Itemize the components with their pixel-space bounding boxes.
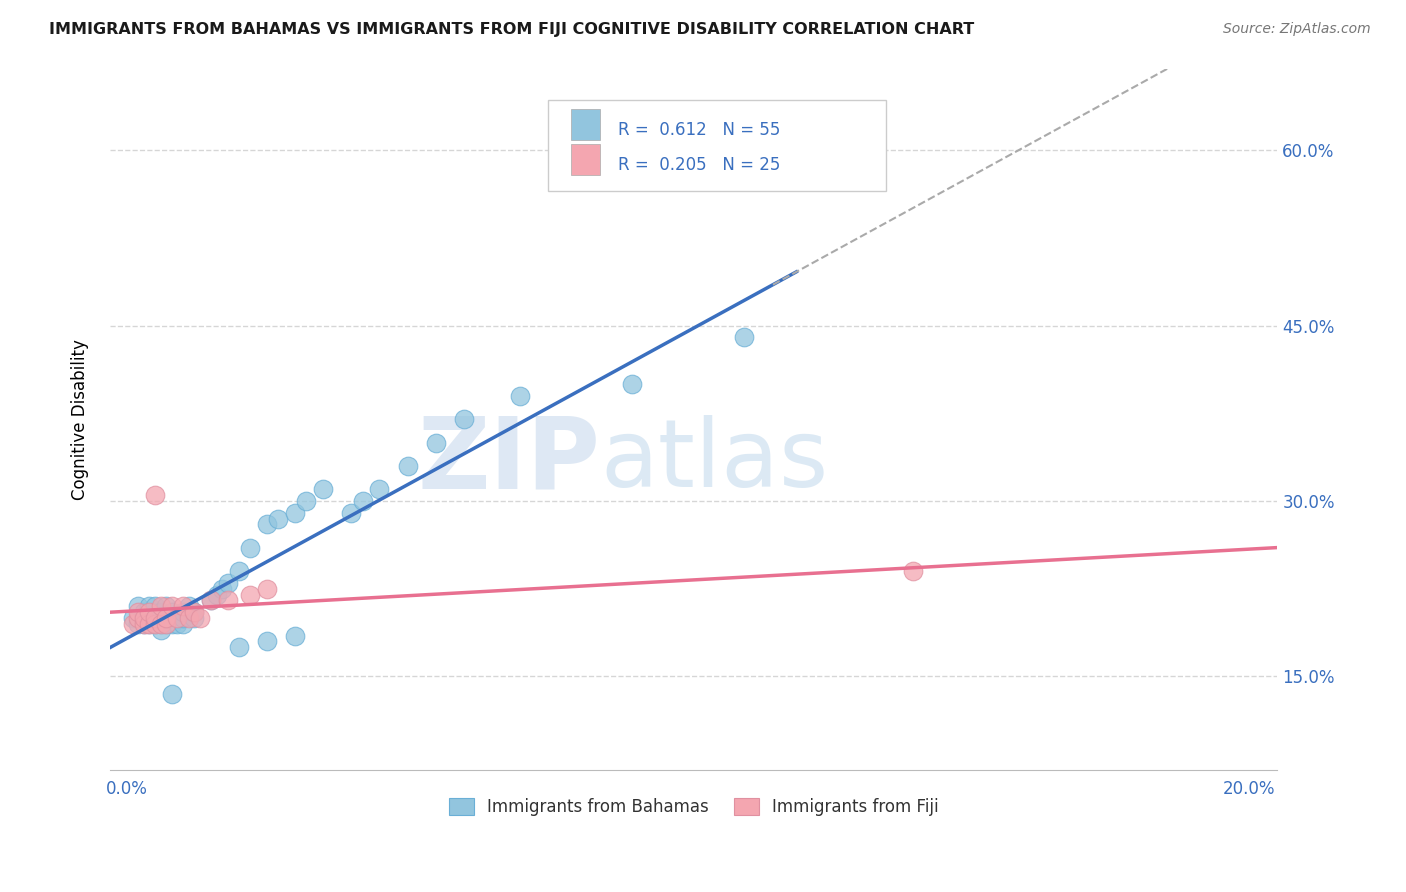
Point [172, 605, 194, 619]
Point [228, 640, 250, 655]
Point [267, 511, 290, 525]
Point [621, 377, 644, 392]
Point [166, 611, 188, 625]
Point [312, 483, 335, 497]
Point [166, 611, 188, 625]
Point [340, 506, 363, 520]
Point [183, 605, 205, 619]
Point [228, 564, 250, 578]
Point [453, 412, 475, 426]
Point [155, 616, 177, 631]
Point [166, 616, 188, 631]
Point [132, 616, 155, 631]
Point [256, 634, 278, 648]
Point [138, 616, 160, 631]
Text: R =  0.612   N = 55: R = 0.612 N = 55 [617, 121, 780, 139]
Point [256, 517, 278, 532]
Point [127, 611, 149, 625]
Point [172, 611, 194, 625]
Point [284, 628, 307, 642]
Text: ZIP: ZIP [418, 413, 600, 510]
Point [138, 611, 160, 625]
Point [172, 616, 194, 631]
Point [200, 593, 222, 607]
Point [183, 611, 205, 625]
Point [143, 611, 166, 625]
Point [368, 483, 391, 497]
Point [138, 616, 160, 631]
Point [143, 616, 166, 631]
Point [149, 616, 172, 631]
Point [239, 541, 262, 555]
Point [132, 605, 155, 619]
Point [188, 611, 211, 625]
Point [138, 599, 160, 614]
Point [239, 588, 262, 602]
Point [155, 616, 177, 631]
Point [143, 599, 166, 614]
Point [425, 435, 447, 450]
Point [217, 576, 239, 591]
Point [160, 616, 183, 631]
Point [138, 605, 160, 619]
Point [160, 611, 183, 625]
Point [132, 611, 155, 625]
Point [143, 605, 166, 619]
Text: IMMIGRANTS FROM BAHAMAS VS IMMIGRANTS FROM FIJI COGNITIVE DISABILITY CORRELATION: IMMIGRANTS FROM BAHAMAS VS IMMIGRANTS FR… [49, 22, 974, 37]
Point [160, 599, 183, 614]
Point [160, 687, 183, 701]
Point [149, 611, 172, 625]
Point [177, 611, 200, 625]
Point [132, 611, 155, 625]
Point [155, 599, 177, 614]
Point [127, 605, 149, 619]
Point [127, 599, 149, 614]
Bar [571, 109, 600, 140]
Point [396, 458, 419, 473]
Point [155, 611, 177, 625]
Point [211, 582, 233, 596]
Point [149, 616, 172, 631]
Y-axis label: Cognitive Disability: Cognitive Disability [72, 339, 89, 500]
Point [177, 599, 200, 614]
Point [127, 616, 149, 631]
Point [284, 506, 307, 520]
Text: R =  0.205   N = 25: R = 0.205 N = 25 [617, 156, 780, 174]
Point [149, 599, 172, 614]
Point [155, 611, 177, 625]
Point [143, 611, 166, 625]
Point [143, 488, 166, 502]
Point [143, 616, 166, 631]
Point [256, 582, 278, 596]
FancyBboxPatch shape [548, 100, 886, 191]
Point [352, 494, 374, 508]
Text: atlas: atlas [600, 416, 828, 508]
Point [132, 616, 155, 631]
Point [160, 605, 183, 619]
Point [183, 605, 205, 619]
Point [295, 494, 318, 508]
Point [733, 330, 755, 344]
Point [205, 588, 228, 602]
Point [121, 611, 143, 625]
Legend: Immigrants from Bahamas, Immigrants from Fiji: Immigrants from Bahamas, Immigrants from… [440, 790, 948, 825]
Point [172, 599, 194, 614]
Point [509, 389, 531, 403]
Point [149, 623, 172, 637]
Point [217, 593, 239, 607]
Bar [571, 144, 600, 175]
Point [901, 564, 924, 578]
Point [200, 593, 222, 607]
Text: Source: ZipAtlas.com: Source: ZipAtlas.com [1223, 22, 1371, 37]
Point [121, 616, 143, 631]
Point [149, 605, 172, 619]
